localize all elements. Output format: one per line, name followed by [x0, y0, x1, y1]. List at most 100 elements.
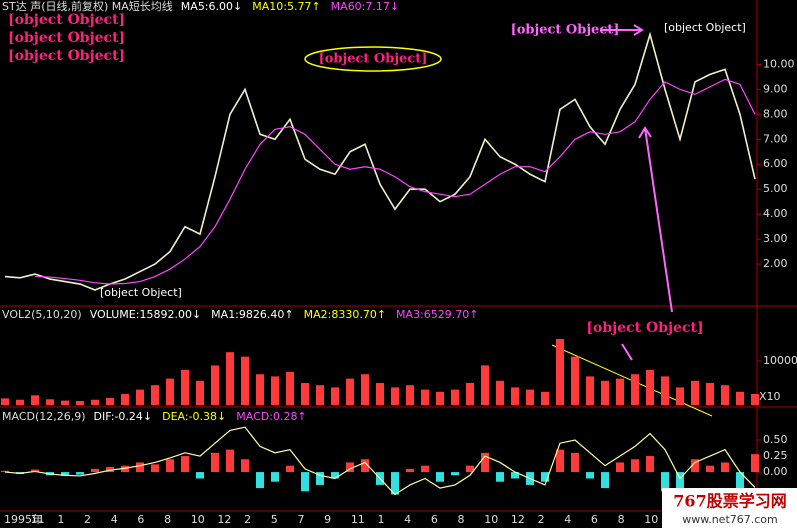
- macd-bar: [181, 456, 189, 473]
- volume-bar: [646, 369, 654, 405]
- macd-bar: [721, 462, 729, 473]
- volume-bar: [16, 399, 24, 405]
- x-tick-label: 1: [57, 513, 64, 526]
- x-tick-label: 10: [484, 513, 498, 526]
- volume-bar: [406, 385, 414, 405]
- dif-line: [4, 426, 756, 496]
- note: [object Object]: [319, 52, 428, 67]
- volume-bar: [586, 376, 594, 405]
- note-oval: [304, 46, 442, 72]
- macd-bar: [571, 452, 579, 473]
- arrows: [600, 24, 673, 361]
- volume-bar: [286, 372, 294, 405]
- volume-bar: [661, 376, 669, 405]
- macd-bar: [226, 449, 234, 473]
- watermark-box: [662, 488, 797, 528]
- volume-bar: [121, 394, 129, 405]
- x-tick-label: 1995年: [4, 512, 43, 526]
- volume-bar: [751, 394, 759, 405]
- volume-bar: [511, 387, 519, 405]
- indicator: DEA:-0.38↓: [162, 410, 226, 423]
- indicator: MA1:9826.40↑: [211, 308, 293, 321]
- watermark-url: www.net767.com: [682, 513, 778, 526]
- x-tick-label: 6: [137, 513, 144, 526]
- macd-bar: [496, 472, 504, 482]
- macd-bar: [241, 459, 249, 473]
- indicator: MA2:8330.70↑: [304, 308, 386, 321]
- macd-bar: [151, 464, 159, 473]
- x-tick-label: 5: [271, 513, 278, 526]
- panel-title: MACD(12,26,9): [2, 410, 86, 423]
- x-tick-label: 4: [404, 513, 411, 526]
- volume-bar: [541, 391, 549, 405]
- x-tick-label: 1: [378, 513, 385, 526]
- y-tick-label: 3.00: [763, 232, 788, 245]
- macd-bar: [586, 472, 594, 479]
- note: [object Object]: [8, 30, 125, 46]
- volume-bar: [76, 401, 84, 405]
- volume-bar: [196, 380, 204, 405]
- macd-bar: [451, 472, 459, 476]
- volume-bar: [466, 383, 474, 405]
- y-tick-label: 10.00: [763, 57, 795, 70]
- indicator: MA10:5.77↑: [252, 0, 320, 13]
- x-tick-label: 2: [538, 513, 545, 526]
- volume-bar: [376, 383, 384, 405]
- macd-bar: [661, 472, 669, 492]
- y-tick-label: 0.50: [763, 433, 788, 446]
- macd-bar: [646, 456, 654, 473]
- x-tick-label: 12: [217, 513, 231, 526]
- macd-bar: [121, 465, 129, 473]
- volume-bar: [481, 365, 489, 405]
- volume-bar: [721, 385, 729, 405]
- y-tick-label: 10000: [763, 354, 797, 367]
- volume-bar: [556, 339, 564, 405]
- volume-bar: [706, 383, 714, 405]
- macd-bar: [751, 454, 759, 473]
- x-tick-label: 4: [111, 513, 118, 526]
- macd-bar: [676, 472, 684, 501]
- x-tick-label: 2: [84, 513, 91, 526]
- panel-title: VOL2(5,10,20): [2, 308, 82, 321]
- note: [object Object]: [8, 12, 125, 28]
- volume-bar: [601, 380, 609, 405]
- y-tick-label: 8.00: [763, 107, 788, 120]
- macd-bar: [736, 472, 744, 492]
- x-tick-label: 7: [297, 513, 304, 526]
- volume-bar: [676, 387, 684, 405]
- volume-bar: [331, 387, 339, 405]
- low-label: [object Object]: [100, 286, 182, 299]
- volume-bar: [316, 385, 324, 405]
- macd-bar: [346, 462, 354, 473]
- macd-bar: [31, 469, 39, 473]
- volume-bar: [691, 380, 699, 405]
- volume-bar: [346, 378, 354, 405]
- volume-bar: [136, 389, 144, 405]
- volume-bar: [256, 374, 264, 405]
- volume-bar: [271, 376, 279, 405]
- macd-bar: [436, 472, 444, 482]
- macd-bar: [631, 459, 639, 473]
- x-tick-label: 10: [644, 513, 658, 526]
- y-tick-label: 7.00: [763, 132, 788, 145]
- macd-bar: [406, 468, 414, 473]
- x-tick-label: 12: [511, 513, 525, 526]
- watermark-name: 767股票学习网: [673, 492, 786, 511]
- x-tick-label: 8: [164, 513, 171, 526]
- macd-bar: [466, 465, 474, 473]
- macd-bar: [91, 468, 99, 473]
- arrow: [638, 126, 673, 313]
- x-tick-label: 8: [458, 513, 465, 526]
- x-tick-label: 2: [244, 513, 251, 526]
- volume-bar: [106, 397, 114, 405]
- volume-bar: [421, 389, 429, 405]
- macd-bar: [1, 470, 9, 473]
- macd-bar: [136, 462, 144, 473]
- macd-bar: [301, 472, 309, 492]
- x-tick-label: 4: [564, 513, 571, 526]
- x-tick-label: 8: [618, 513, 625, 526]
- volume-bar: [496, 380, 504, 405]
- volume-bar: [226, 352, 234, 405]
- volume-bar: [616, 378, 624, 405]
